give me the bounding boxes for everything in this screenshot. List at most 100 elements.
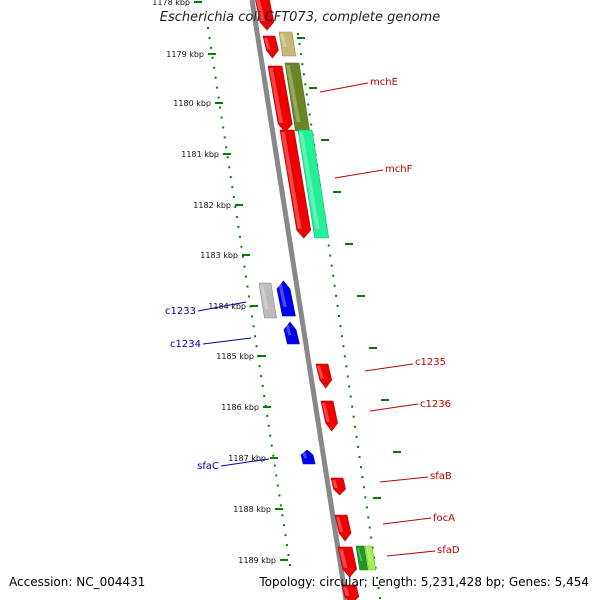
gene-label-c1235[interactable]: c1235 [415, 357, 446, 368]
ruler-dot [239, 236, 241, 238]
ruler-dot [254, 335, 256, 337]
ruler-dot [243, 266, 245, 268]
ruler-dot [356, 436, 358, 438]
ruler-dot [364, 496, 366, 498]
ruler-dot [306, 93, 308, 95]
ruler-dot [354, 426, 356, 428]
ruler-dot [350, 396, 352, 398]
ruler-dot [216, 87, 218, 89]
ruler-dot [345, 365, 347, 367]
ruler-dot [342, 345, 344, 347]
ruler-dot [363, 486, 365, 488]
ruler-dot [228, 166, 230, 168]
ruler-dot [246, 286, 248, 288]
gene-label-mchF[interactable]: mchF [385, 164, 413, 175]
ruler-dot [329, 255, 331, 257]
ruler-dot [224, 136, 226, 138]
callout-line [383, 518, 431, 524]
ruler-dot [359, 456, 361, 458]
ruler-dot [331, 265, 333, 267]
ruler-dot [341, 335, 343, 337]
ruler-dot [266, 415, 268, 417]
ruler-dot [281, 514, 283, 516]
ruler-dot [210, 47, 212, 49]
ruler-dot [277, 484, 279, 486]
ruler-dot [221, 117, 223, 119]
gene-features [255, 0, 376, 600]
right-ruler-track [297, 33, 401, 599]
ruler-dot [275, 475, 277, 477]
ruler-dot [219, 107, 221, 109]
ruler-dot [231, 186, 233, 188]
ruler-dot [335, 295, 337, 297]
gene-label-c1234[interactable]: c1234 [170, 339, 201, 350]
ruler-dot [344, 355, 346, 357]
ruler-dot [236, 216, 238, 218]
ruler-dot [328, 245, 330, 247]
ruler-dot [287, 554, 289, 556]
ruler-dot [278, 494, 280, 496]
ruler-dot [348, 386, 350, 388]
ruler-dot [240, 246, 242, 248]
ruler-dot [262, 385, 264, 387]
callout-line [335, 170, 383, 178]
kbp-label: 1186 kbp [221, 403, 259, 412]
ruler-dot [357, 446, 359, 448]
ruler-dot [351, 406, 353, 408]
kbp-label: 1178 kbp [152, 0, 190, 7]
ruler-dot [379, 597, 381, 599]
gene-label-sfaC[interactable]: sfaC [197, 461, 219, 472]
ruler-dot [353, 416, 355, 418]
gene-label-sfaD[interactable]: sfaD [437, 545, 460, 556]
kbp-label: 1181 kbp [181, 150, 219, 159]
ruler-dot [260, 375, 262, 377]
ruler-dot [209, 37, 211, 39]
gene-label-mchE[interactable]: mchE [370, 77, 398, 88]
kbp-label: 1179 kbp [166, 50, 204, 59]
gene-label-sfaB[interactable]: sfaB [430, 471, 452, 482]
ruler-dot [230, 176, 232, 178]
callout-line [387, 551, 435, 556]
ruler-dot [207, 27, 209, 29]
ruler-dot [271, 445, 273, 447]
ruler-dot [227, 156, 229, 158]
ruler-dot [289, 564, 291, 566]
ruler-dot [248, 296, 250, 298]
ruler-dot [301, 63, 303, 65]
kbp-label: 1182 kbp [193, 201, 231, 210]
ruler-dot [253, 325, 255, 327]
ruler-dot [222, 126, 224, 128]
accession-text: Accession: NC_004431 [9, 575, 145, 589]
ruler-dot [245, 276, 247, 278]
genome-title: Escherichia coli CFT073, complete genome [0, 10, 600, 25]
ruler-dot [309, 114, 311, 116]
ruler-dot [272, 455, 274, 457]
kbp-label: 1180 kbp [173, 99, 211, 108]
ruler-dot [269, 435, 271, 437]
ruler-dot [251, 315, 253, 317]
gene-label-c1236[interactable]: c1236 [420, 399, 451, 410]
ruler-dot [367, 516, 369, 518]
callout-line [203, 338, 251, 344]
genome-summary-text: Topology: circular; Length: 5,231,428 bp… [259, 575, 589, 589]
callout-line [380, 477, 428, 482]
ruler-dot [263, 395, 265, 397]
gene-label-c1233[interactable]: c1233 [165, 306, 196, 317]
ruler-dot [366, 506, 368, 508]
ruler-dot [225, 146, 227, 148]
ruler-dot [237, 226, 239, 228]
ruler-dot [369, 527, 371, 529]
ruler-dot [303, 73, 305, 75]
ruler-dot [233, 196, 235, 198]
ruler-dot [361, 476, 363, 478]
ruler-dot [300, 53, 302, 55]
ruler-dot [213, 67, 215, 69]
ruler-dot [280, 504, 282, 506]
kbp-label: 1188 kbp [233, 505, 271, 514]
gene-label-focA[interactable]: focA [433, 513, 455, 524]
ruler-dot [297, 33, 299, 35]
kbp-label: 1185 kbp [216, 352, 254, 361]
callout-line [365, 364, 413, 371]
ruler-dot [259, 365, 261, 367]
